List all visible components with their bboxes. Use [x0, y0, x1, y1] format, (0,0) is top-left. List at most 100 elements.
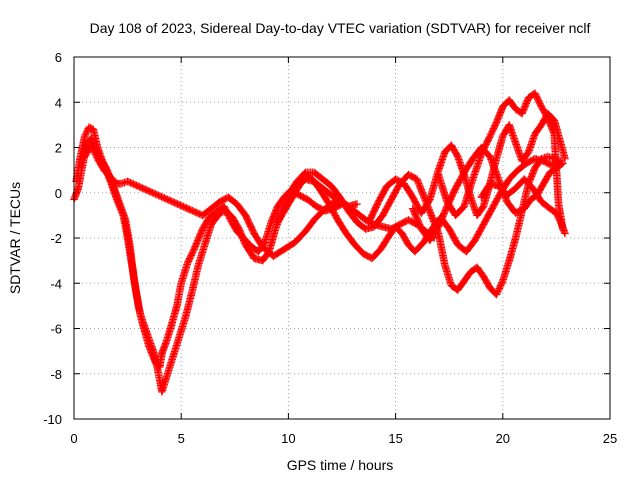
y-axis-label: SDTVAR / TECUs	[7, 182, 23, 294]
data-point	[391, 175, 400, 183]
y-tick-label: -6	[50, 322, 62, 337]
data-point	[398, 219, 407, 227]
data-point	[555, 215, 564, 223]
data-point	[359, 250, 368, 258]
data-point	[448, 191, 457, 199]
data-point	[331, 198, 340, 206]
data-point	[192, 241, 200, 249]
data-point	[147, 188, 155, 196]
data-point	[370, 207, 378, 216]
data-point	[436, 218, 445, 227]
data-point	[298, 192, 306, 201]
y-tick-label: 0	[55, 186, 62, 201]
data-point	[516, 207, 524, 215]
data-point	[248, 225, 256, 234]
data-point	[449, 189, 457, 198]
data-point	[215, 198, 224, 206]
data-point	[295, 191, 303, 199]
data-point	[407, 217, 416, 226]
data-point	[493, 289, 501, 297]
data-point	[191, 208, 200, 216]
y-tick-label: 4	[55, 95, 62, 110]
data-point	[478, 149, 486, 157]
data-point	[217, 197, 226, 205]
data-point	[82, 129, 90, 137]
data-point	[363, 252, 372, 260]
data-point	[188, 250, 196, 258]
data-point	[148, 188, 157, 197]
series-track-h	[434, 89, 567, 233]
data-point	[86, 124, 95, 132]
data-point	[197, 229, 205, 238]
data-point	[554, 213, 563, 222]
data-point	[195, 232, 204, 241]
data-point	[477, 150, 486, 159]
data-point	[435, 221, 443, 230]
data-point	[296, 191, 305, 200]
data-point	[249, 228, 258, 236]
data-point	[197, 228, 206, 236]
data-point	[479, 146, 488, 154]
data-point	[184, 204, 192, 213]
data-point	[192, 208, 201, 217]
data-point	[313, 203, 322, 211]
data-point	[531, 90, 540, 99]
data-point	[492, 290, 501, 299]
data-point	[372, 203, 380, 212]
data-point	[145, 187, 154, 196]
data-point	[449, 188, 458, 197]
data-point	[478, 203, 487, 212]
data-point	[491, 120, 500, 128]
data-point	[138, 184, 147, 192]
data-point	[300, 169, 309, 178]
data-point	[404, 170, 413, 179]
data-point	[185, 254, 194, 263]
data-point	[176, 201, 185, 210]
data-point	[556, 216, 564, 225]
data-point	[559, 159, 567, 168]
data-point	[170, 198, 179, 207]
data-point	[142, 186, 151, 194]
data-point	[410, 173, 418, 182]
x-tick-label: 0	[70, 431, 77, 446]
data-point	[196, 230, 204, 239]
data-point	[447, 192, 456, 201]
x-tick-label: 20	[496, 431, 510, 446]
data-point	[486, 130, 495, 139]
data-point	[415, 220, 424, 229]
y-tick-label: -10	[43, 412, 62, 427]
data-point	[88, 144, 97, 153]
data-point	[517, 206, 526, 214]
data-point	[85, 123, 93, 131]
data-point	[531, 89, 539, 97]
data-point	[361, 250, 369, 259]
data-point	[179, 202, 188, 211]
data-point	[366, 216, 374, 224]
data-point	[169, 198, 178, 206]
data-point	[248, 226, 257, 235]
data-point	[438, 212, 447, 221]
data-point	[433, 224, 442, 232]
plot-frame	[73, 56, 611, 420]
data-point	[154, 191, 163, 200]
data-point	[437, 215, 446, 224]
y-tick-label: -4	[50, 276, 62, 291]
data-point	[90, 148, 99, 157]
data-point	[188, 206, 197, 215]
data-point	[498, 278, 506, 287]
data-point	[366, 214, 375, 223]
data-point	[244, 217, 252, 225]
data-point	[535, 98, 544, 107]
data-point	[353, 200, 361, 208]
data-point	[490, 123, 499, 131]
data-point	[301, 194, 309, 202]
data-point	[442, 205, 450, 214]
data-point	[194, 209, 203, 218]
data-point	[523, 149, 532, 158]
data-point	[87, 141, 95, 150]
data-point	[488, 126, 497, 134]
series-track-e	[284, 152, 565, 299]
data-point	[514, 207, 523, 216]
data-point	[373, 199, 382, 207]
